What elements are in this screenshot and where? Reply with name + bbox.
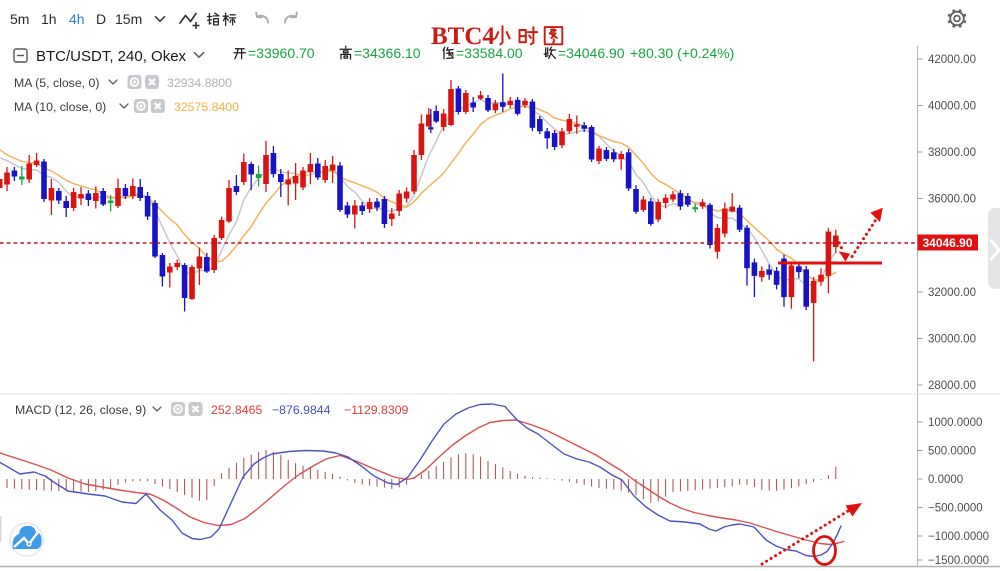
svg-text:252.8465: 252.8465: [211, 403, 262, 417]
svg-text:500.0000: 500.0000: [928, 446, 976, 458]
svg-text:30000.00: 30000.00: [928, 334, 976, 346]
svg-text:42000.00: 42000.00: [928, 54, 976, 66]
svg-text:4h: 4h: [69, 11, 85, 27]
svg-text:−500.0000: −500.0000: [928, 503, 983, 515]
svg-text:15m: 15m: [115, 11, 142, 27]
svg-text:=34366.10: =34366.10: [354, 45, 421, 61]
svg-text:−1000.0000: −1000.0000: [928, 531, 989, 543]
svg-text:BTC/USDT, 240, Okex: BTC/USDT, 240, Okex: [36, 48, 187, 65]
svg-text:=33584.00: =33584.00: [456, 45, 523, 61]
svg-text:−1129.8309: −1129.8309: [344, 403, 409, 417]
svg-text:34046.90: 34046.90: [922, 236, 972, 250]
svg-text:=33960.70: =33960.70: [248, 45, 315, 61]
svg-text:=34046.90: =34046.90: [558, 45, 625, 61]
svg-text:0.0000: 0.0000: [928, 474, 963, 486]
svg-text:40000.00: 40000.00: [928, 101, 976, 113]
svg-text:MA (10, close, 0): MA (10, close, 0): [14, 100, 106, 114]
svg-text:1h: 1h: [41, 11, 57, 27]
svg-text:36000.00: 36000.00: [928, 194, 976, 206]
svg-text:−1500.0000: −1500.0000: [928, 555, 989, 567]
svg-text:BTC4: BTC4: [431, 23, 495, 50]
svg-text:MACD (12, 26, close, 9): MACD (12, 26, close, 9): [15, 403, 146, 417]
svg-text:32000.00: 32000.00: [928, 287, 976, 299]
svg-text:32934.8800: 32934.8800: [167, 76, 232, 90]
svg-text:28000.00: 28000.00: [928, 380, 976, 392]
svg-text:+80.30 (+0.24%): +80.30 (+0.24%): [630, 45, 734, 61]
svg-text:5m: 5m: [10, 11, 29, 27]
svg-text:−876.9844: −876.9844: [272, 403, 331, 417]
svg-text:38000.00: 38000.00: [928, 147, 976, 159]
svg-text:MA (5, close, 0): MA (5, close, 0): [14, 76, 99, 90]
svg-text:32575.8400: 32575.8400: [174, 100, 239, 114]
svg-text:1000.0000: 1000.0000: [928, 417, 982, 429]
svg-text:D: D: [96, 11, 106, 27]
